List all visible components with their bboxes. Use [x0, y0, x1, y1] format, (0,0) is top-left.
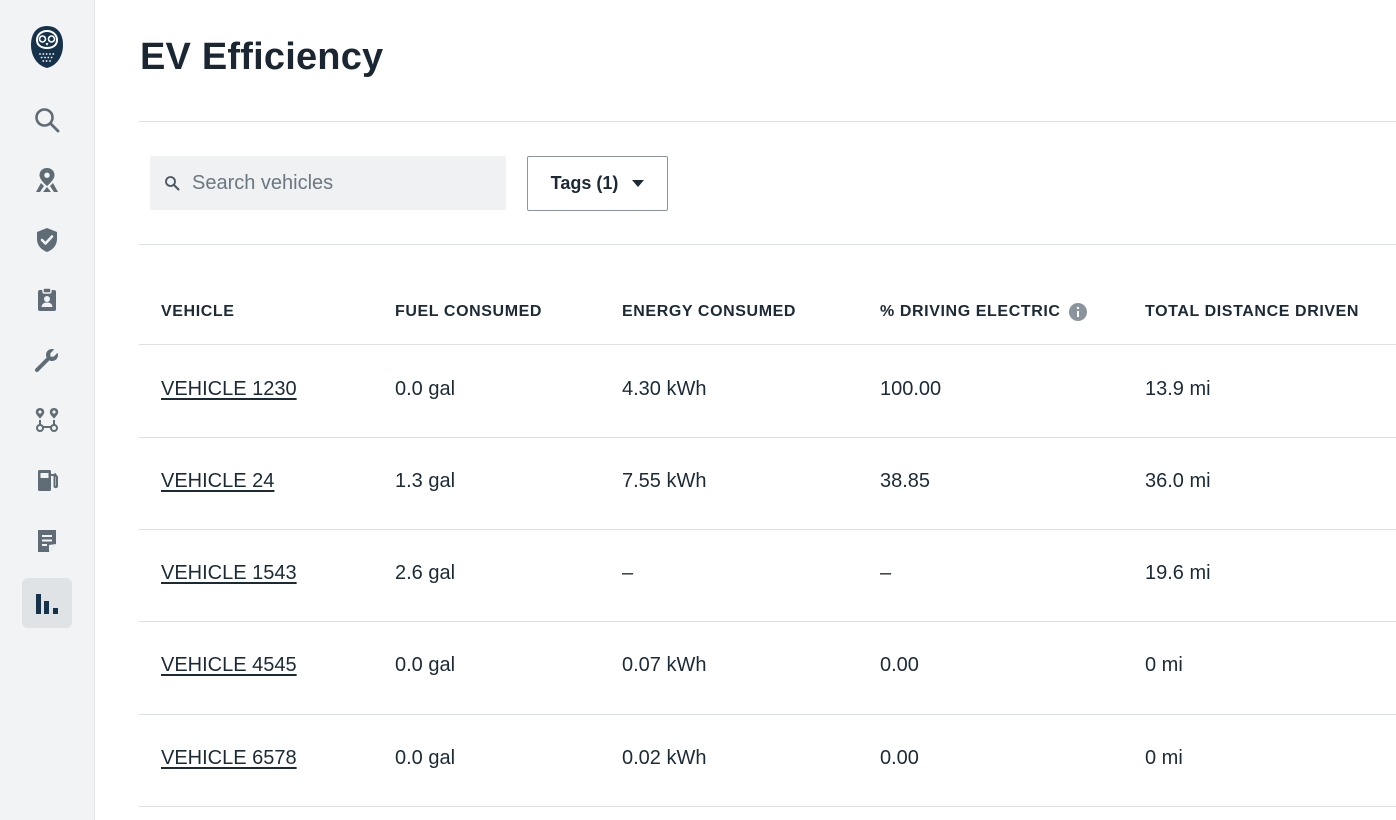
- nav-reports[interactable]: [22, 578, 72, 628]
- fuel-consumed-cell: 0.0 gal: [395, 654, 456, 676]
- total-distance-cell: 0 mi: [1145, 654, 1183, 676]
- nav-map[interactable]: [22, 155, 72, 205]
- row-divider: [139, 621, 1396, 622]
- main-content: EV Efficiency Tags (1) VEHICLE FUEL CONS…: [139, 0, 1396, 820]
- energy-consumed-cell: 7.55 kWh: [622, 470, 707, 492]
- tags-filter-button[interactable]: Tags (1): [527, 156, 668, 211]
- table-row: VEHICLE 24 1.3 gal 7.55 kWh 38.85 36.0 m…: [139, 437, 1396, 529]
- map-pin-icon: [36, 168, 58, 192]
- nav-fuel[interactable]: [22, 455, 72, 505]
- fuel-consumed-cell: 0.0 gal: [395, 378, 456, 400]
- vehicle-link[interactable]: VEHICLE 24: [161, 470, 275, 492]
- vehicle-link[interactable]: VEHICLE 1543: [161, 562, 297, 584]
- nav-search[interactable]: [22, 95, 72, 145]
- vehicle-link[interactable]: VEHICLE 4545: [161, 654, 297, 676]
- chevron-down-icon: [632, 179, 645, 187]
- energy-consumed-cell: 0.07 kWh: [622, 654, 707, 676]
- table-row: VEHICLE 1230 0.0 gal 4.30 kWh 100.00 13.…: [139, 345, 1396, 437]
- search-field[interactable]: [150, 156, 506, 210]
- nav-compliance[interactable]: [22, 275, 72, 325]
- title-divider: [139, 121, 1396, 122]
- driving-electric-cell: 38.85: [880, 470, 931, 492]
- owl-logo-icon[interactable]: [30, 25, 64, 69]
- vehicle-link[interactable]: VEHICLE 1230: [161, 378, 297, 400]
- fuel-consumed-cell: 0.0 gal: [395, 747, 456, 769]
- vehicle-link[interactable]: VEHICLE 6578: [161, 747, 297, 769]
- energy-consumed-cell: 4.30 kWh: [622, 378, 707, 400]
- nav-documents[interactable]: [22, 516, 72, 566]
- route-icon: [35, 408, 59, 432]
- shield-check-icon: [37, 228, 57, 252]
- total-distance-cell: 0 mi: [1145, 747, 1183, 769]
- column-header-vehicle[interactable]: VEHICLE: [161, 303, 235, 320]
- wrench-icon: [35, 349, 58, 372]
- bar-chart-icon: [36, 594, 58, 614]
- table-row: VEHICLE 6578 0.0 gal 0.02 kWh 0.00 0 mi: [139, 714, 1396, 806]
- table-row: VEHICLE 4545 0.0 gal 0.07 kWh 0.00 0 mi: [139, 621, 1396, 713]
- row-divider: [139, 806, 1396, 807]
- sidebar: [0, 0, 95, 820]
- column-header-fuel-consumed[interactable]: FUEL CONSUMED: [395, 303, 543, 320]
- toolbar-divider: [139, 244, 1396, 245]
- clipboard-badge-icon: [38, 287, 56, 311]
- header-divider: [139, 344, 1396, 345]
- column-header-total-distance[interactable]: TOTAL DISTANCE DRIVEN: [1145, 303, 1360, 320]
- column-header-energy-consumed[interactable]: ENERGY CONSUMED: [622, 303, 797, 320]
- driving-electric-cell: –: [880, 562, 892, 584]
- nav-safety[interactable]: [22, 215, 72, 265]
- info-icon[interactable]: [1068, 303, 1087, 321]
- total-distance-cell: 19.6 mi: [1145, 562, 1211, 584]
- driving-electric-cell: 100.00: [880, 378, 942, 400]
- driving-electric-cell: 0.00: [880, 654, 919, 676]
- tags-filter-label: Tags (1): [550, 173, 619, 193]
- search-icon: [35, 108, 60, 133]
- fuel-consumed-cell: 2.6 gal: [395, 562, 456, 584]
- energy-consumed-cell: 0.02 kWh: [622, 747, 707, 769]
- row-divider: [139, 529, 1396, 530]
- table-row: VEHICLE 1543 2.6 gal – – 19.6 mi: [139, 529, 1396, 621]
- row-divider: [139, 714, 1396, 715]
- energy-consumed-cell: –: [622, 562, 634, 584]
- nav-maintenance[interactable]: [22, 335, 72, 385]
- column-header-driving-electric[interactable]: % DRIVING ELECTRIC: [880, 303, 1087, 321]
- search-icon: [165, 176, 180, 191]
- driving-electric-cell: 0.00: [880, 747, 919, 769]
- total-distance-cell: 36.0 mi: [1145, 470, 1211, 492]
- search-input[interactable]: [192, 171, 492, 195]
- row-divider: [139, 437, 1396, 438]
- document-icon: [38, 530, 56, 552]
- page-title: EV Efficiency: [140, 36, 384, 78]
- fuel-pump-icon: [38, 470, 58, 491]
- total-distance-cell: 13.9 mi: [1145, 378, 1211, 400]
- nav-routes[interactable]: [22, 395, 72, 445]
- fuel-consumed-cell: 1.3 gal: [395, 470, 456, 492]
